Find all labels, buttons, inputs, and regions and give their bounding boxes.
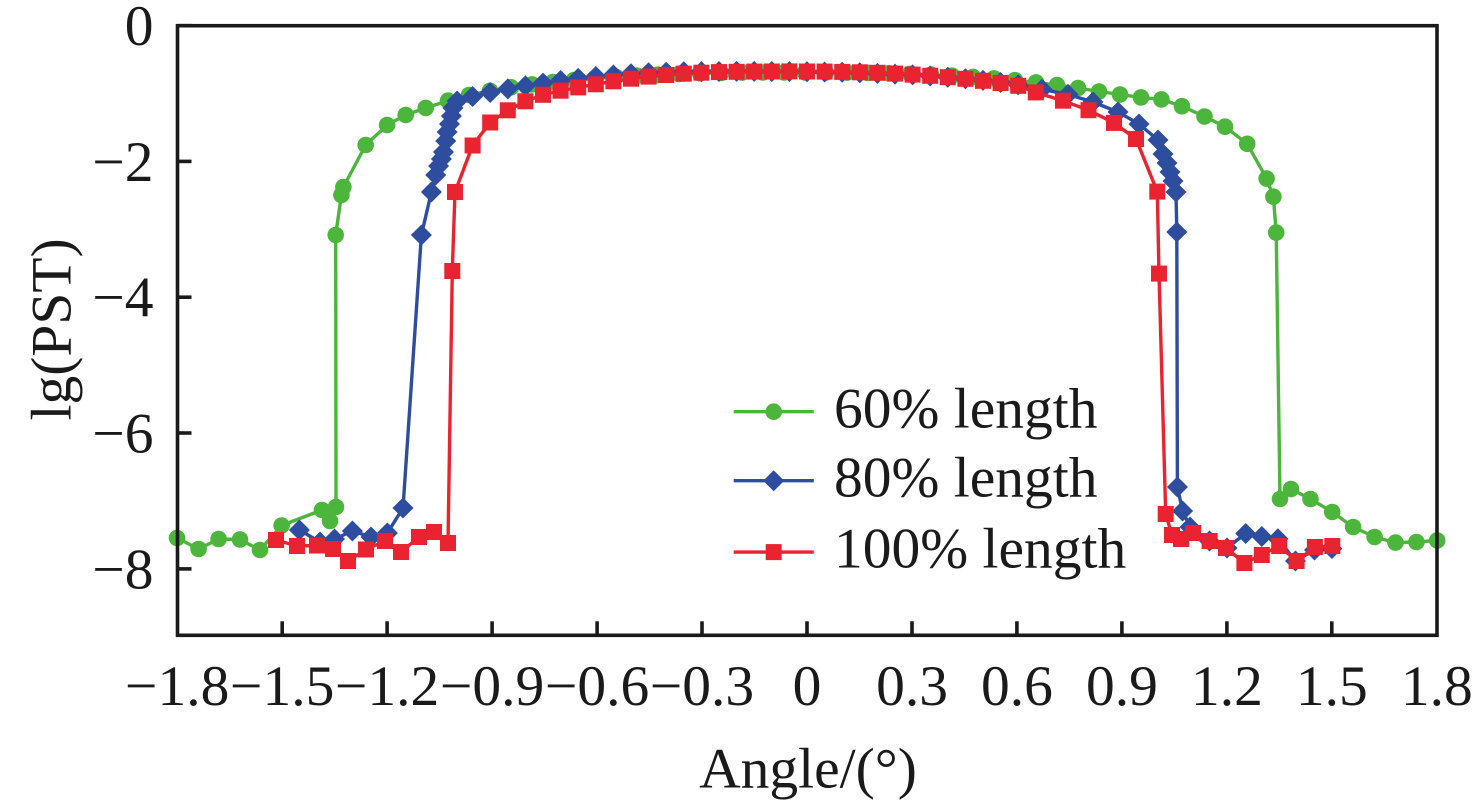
svg-text:−8: −8	[92, 538, 153, 601]
svg-text:0.9: 0.9	[1086, 655, 1158, 718]
svg-text:100% length: 100% length	[834, 518, 1126, 581]
svg-text:80% length: 80% length	[834, 446, 1098, 509]
svg-text:−1.5: −1.5	[230, 655, 334, 718]
svg-text:1.5: 1.5	[1296, 655, 1368, 718]
svg-text:0.3: 0.3	[876, 655, 948, 718]
svg-text:0: 0	[125, 0, 154, 58]
svg-text:0: 0	[793, 655, 822, 718]
svg-text:−0.3: −0.3	[650, 655, 754, 718]
svg-text:60% length: 60% length	[834, 377, 1098, 440]
svg-text:−4: −4	[92, 267, 153, 330]
svg-text:−1.8: −1.8	[125, 655, 229, 718]
svg-text:−0.9: −0.9	[440, 655, 544, 718]
svg-text:lg(PST): lg(PST)	[21, 238, 84, 420]
svg-text:Angle/(°): Angle/(°)	[699, 738, 917, 801]
svg-text:−6: −6	[92, 403, 153, 466]
svg-text:0.6: 0.6	[981, 655, 1053, 718]
svg-text:−0.6: −0.6	[545, 655, 649, 718]
svg-text:1.8: 1.8	[1401, 655, 1473, 718]
svg-text:−1.2: −1.2	[335, 655, 439, 718]
svg-text:1.2: 1.2	[1191, 655, 1263, 718]
svg-text:−2: −2	[92, 131, 153, 194]
